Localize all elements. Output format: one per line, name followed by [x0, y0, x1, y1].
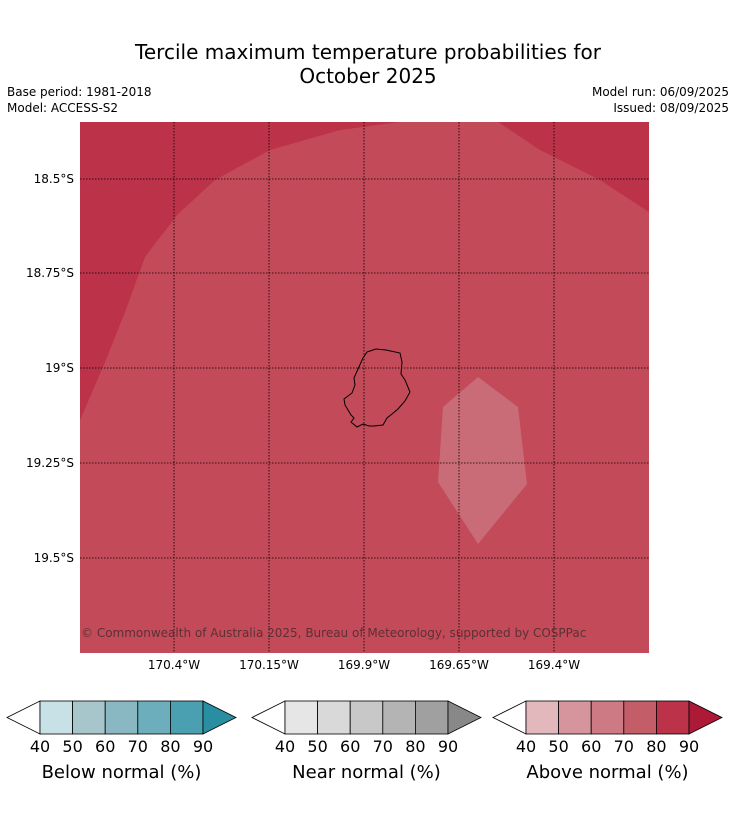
- above-normal-colorbar-min-extend: [492, 700, 527, 735]
- above-normal-tick-label: 80: [646, 737, 667, 756]
- below-normal-tick-label: 90: [192, 737, 214, 756]
- above-normal-colorbar-segment: [656, 700, 690, 735]
- island-coastline: [343, 348, 411, 428]
- below-normal-colorbar-segment: [104, 700, 139, 735]
- meta-right: Model run: 06/09/2025 Issued: 08/09/2025: [592, 84, 729, 116]
- below-normal-colorbar-label: Below normal (%): [41, 762, 202, 783]
- model-name: Model: ACCESS-S2: [7, 101, 119, 115]
- near-normal-colorbar-segment: [349, 700, 384, 735]
- near-normal-colorbar-label: Near normal (%): [292, 762, 441, 783]
- region-above-60: [438, 377, 527, 544]
- copyright-notice: © Commonwealth of Australia 2025, Bureau…: [81, 626, 587, 640]
- issued-date: Issued: 08/09/2025: [613, 101, 729, 115]
- below-normal-tick-label: 50: [62, 737, 83, 756]
- near-normal-colorbar-min-extend: [251, 700, 286, 735]
- below-normal-tick-label: 70: [127, 737, 148, 756]
- title-line-2: October 2025: [299, 64, 437, 88]
- lat-label-19: 19°S: [45, 361, 74, 375]
- above-normal-colorbar-segment: [525, 700, 559, 735]
- lat-label-18-5: 18.5°S: [33, 172, 74, 186]
- near-normal-tick-label: 90: [437, 737, 459, 756]
- region-above-80-west-edge: [80, 122, 400, 420]
- below-normal-tick-label: 40: [29, 737, 51, 756]
- above-normal-colorbar-label: Above normal (%): [526, 762, 689, 783]
- below-normal-colorbar-min-extend: [6, 700, 41, 735]
- below-normal-colorbar-max-extend: [202, 700, 237, 735]
- near-normal-tick-label: 80: [405, 737, 426, 756]
- near-normal-tick-label: 60: [340, 737, 361, 756]
- near-normal-colorbar-segment: [414, 700, 449, 735]
- near-normal-colorbar-segment: [317, 700, 351, 735]
- below-normal-colorbar-segment: [39, 700, 73, 735]
- lat-label-19-25: 19.25°S: [26, 456, 74, 470]
- below-normal-tick-label: 60: [95, 737, 116, 756]
- near-normal-tick-label: 40: [274, 737, 296, 756]
- lon-label-169-4: 169.4°W: [527, 658, 581, 672]
- lon-label-170-4: 170.4°W: [147, 658, 201, 672]
- near-normal-tick-label: 50: [307, 737, 328, 756]
- above-normal-tick-label: 70: [613, 737, 634, 756]
- above-normal-tick-label: 90: [678, 737, 700, 756]
- colorbar-strip: [6, 700, 723, 735]
- base-period: Base period: 1981-2018: [7, 85, 152, 99]
- title-line-1: Tercile maximum temperature probabilitie…: [135, 40, 601, 64]
- above-normal-colorbar-max-extend: [688, 700, 723, 735]
- below-normal-tick-label: 80: [160, 737, 181, 756]
- near-normal-colorbar-segment: [382, 700, 416, 735]
- below-normal-colorbar-segment: [137, 700, 171, 735]
- lat-label-19-5: 19.5°S: [33, 551, 74, 565]
- lat-label-18-75: 18.75°S: [26, 266, 74, 280]
- graticule: [80, 122, 649, 653]
- near-normal-tick-label: 70: [372, 737, 393, 756]
- lon-label-169-9: 169.9°W: [337, 658, 391, 672]
- below-normal-colorbar-segment: [169, 700, 204, 735]
- model-run: Model run: 06/09/2025: [591, 85, 729, 99]
- below-normal-colorbar-segment: [72, 700, 106, 735]
- region-above-80-northeast: [498, 122, 649, 212]
- map-panel: [80, 122, 649, 653]
- above-normal-tick-label: 50: [548, 737, 569, 756]
- above-normal-colorbar-segment: [558, 700, 592, 735]
- meta-left: Base period: 1981-2018 Model: ACCESS-S2: [7, 84, 152, 116]
- above-normal-colorbar-segment: [623, 700, 657, 735]
- above-normal-tick-label: 60: [581, 737, 602, 756]
- above-normal-tick-label: 40: [515, 737, 537, 756]
- near-normal-colorbar-max-extend: [447, 700, 482, 735]
- lon-label-170-15: 170.15°W: [239, 658, 299, 672]
- near-normal-colorbar-segment: [284, 700, 318, 735]
- above-normal-colorbar-segment: [590, 700, 625, 735]
- map-title: Tercile maximum temperature probabilitie…: [0, 40, 736, 88]
- lon-label-169-65: 169.65°W: [429, 658, 489, 672]
